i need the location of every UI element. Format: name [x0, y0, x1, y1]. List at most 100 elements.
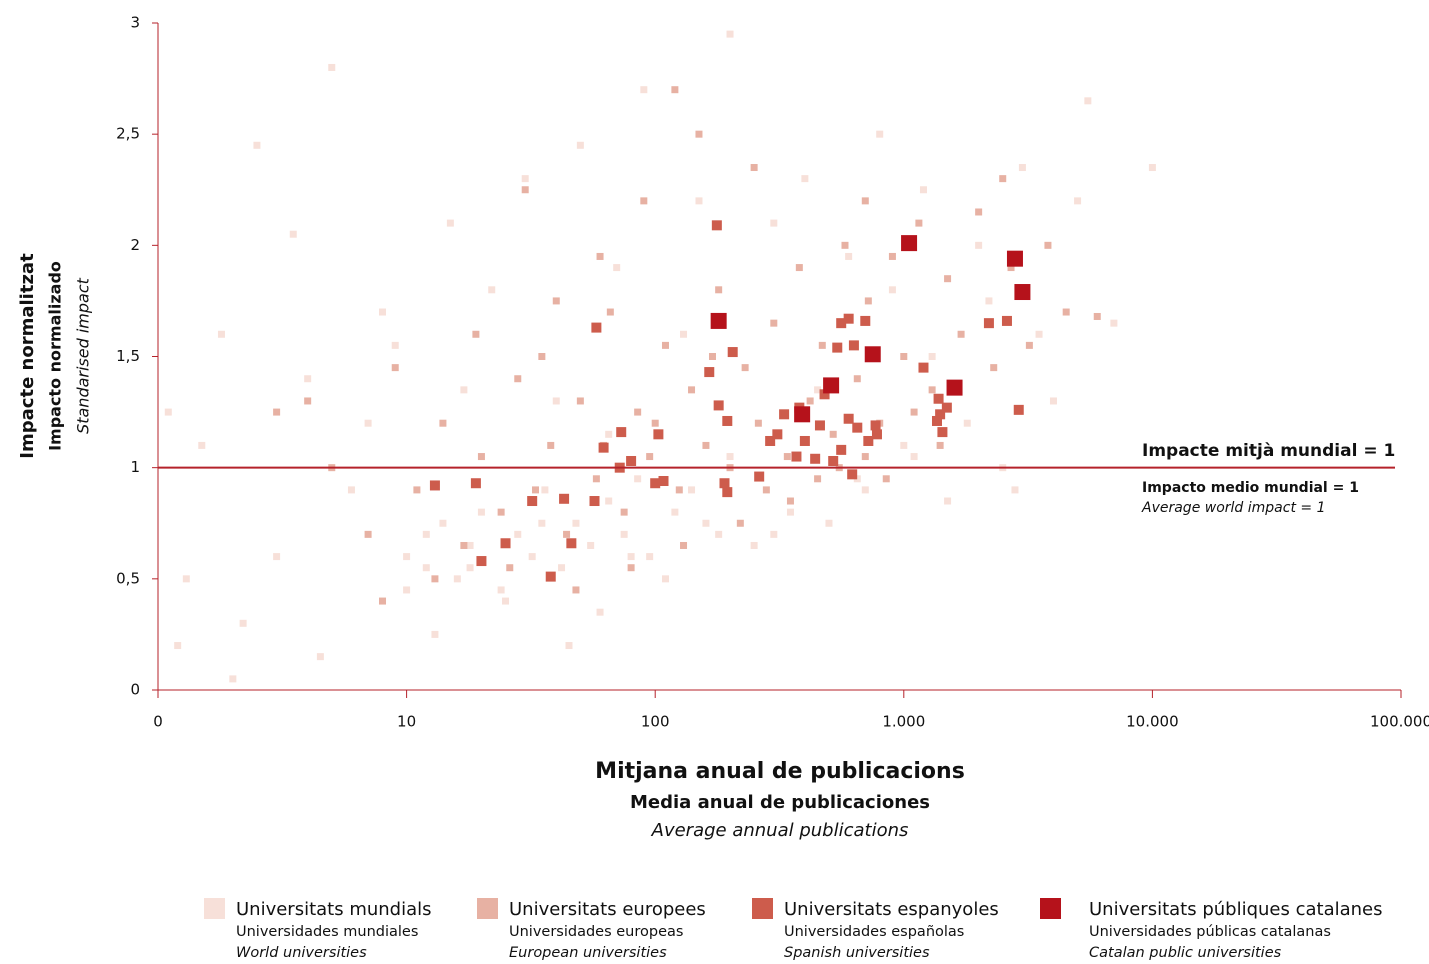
point	[845, 252, 853, 260]
point	[627, 564, 635, 572]
point	[848, 340, 859, 351]
point	[413, 486, 421, 494]
legend-label: Universitats espanyoles	[784, 899, 999, 920]
point	[391, 341, 399, 349]
legend-swatch	[477, 898, 498, 919]
point	[843, 313, 854, 324]
point	[328, 63, 336, 71]
y-tick-label: 1	[130, 458, 140, 476]
point	[754, 471, 765, 482]
y-tick-label: 3	[130, 14, 140, 32]
point	[576, 397, 584, 405]
point	[704, 367, 715, 378]
point	[975, 241, 983, 249]
point	[626, 455, 637, 466]
point	[364, 530, 372, 538]
point	[779, 409, 790, 420]
point	[552, 397, 560, 405]
point	[431, 630, 439, 638]
point	[910, 453, 918, 461]
point	[832, 342, 843, 353]
legend-sublabel: European universities	[509, 945, 667, 961]
legend-label: Universitats europees	[509, 899, 706, 920]
point	[587, 541, 595, 549]
point	[957, 330, 965, 338]
point	[810, 453, 821, 464]
point	[547, 441, 555, 449]
point	[688, 386, 696, 394]
point	[901, 235, 918, 252]
legend-sublabel: Universidades europeas	[509, 924, 683, 940]
point	[431, 575, 439, 583]
point	[229, 675, 237, 683]
legend-sublabel: World universities	[236, 945, 367, 961]
point	[1018, 164, 1026, 172]
reference-label: Average world impact = 1	[1141, 500, 1325, 516]
point	[476, 556, 487, 567]
point	[680, 541, 688, 549]
point	[613, 264, 621, 272]
point	[403, 553, 411, 561]
point	[888, 286, 896, 294]
point	[719, 478, 730, 489]
point	[726, 453, 734, 461]
point	[935, 409, 946, 420]
point	[825, 519, 833, 527]
point	[563, 530, 571, 538]
point	[1011, 486, 1019, 494]
point	[841, 241, 849, 249]
point	[754, 419, 762, 427]
point	[713, 400, 724, 411]
point	[695, 197, 703, 205]
point	[818, 341, 826, 349]
point	[616, 427, 627, 438]
point	[605, 430, 613, 438]
x-tick-label: 10.000	[1126, 713, 1179, 731]
x-axis-label: Average annual publications	[651, 820, 909, 841]
point	[915, 219, 923, 227]
point	[871, 429, 882, 440]
point	[1035, 330, 1043, 338]
point	[770, 319, 778, 327]
point	[828, 455, 839, 466]
point	[726, 30, 734, 38]
point	[1084, 97, 1092, 105]
point	[944, 497, 952, 505]
point	[253, 141, 261, 149]
point	[364, 419, 372, 427]
point	[710, 312, 727, 329]
legend-sublabel: Spanish universities	[784, 945, 930, 961]
point	[497, 586, 505, 594]
point	[983, 318, 994, 329]
point	[217, 330, 225, 338]
point	[1013, 404, 1024, 415]
x-axis-label: Media anual de publicaciones	[630, 792, 930, 813]
point	[864, 297, 872, 305]
point	[708, 353, 716, 360]
point	[928, 353, 936, 360]
point	[900, 441, 908, 449]
point	[174, 642, 182, 650]
point	[460, 541, 468, 549]
point	[853, 475, 861, 483]
point	[836, 444, 847, 455]
point	[1110, 319, 1118, 327]
point	[439, 419, 447, 427]
point	[541, 486, 549, 494]
point	[576, 141, 584, 149]
x-tick-label: 1.000	[882, 713, 925, 731]
point	[736, 519, 744, 527]
y-axis-label: Impacto normalizado	[46, 261, 65, 451]
point	[928, 386, 936, 394]
point	[863, 435, 874, 446]
point	[990, 364, 998, 372]
point	[488, 286, 496, 294]
point	[566, 538, 577, 549]
point	[634, 408, 642, 416]
point	[695, 130, 703, 138]
point	[403, 586, 411, 594]
point	[429, 480, 440, 491]
point	[453, 575, 461, 583]
point	[589, 496, 600, 507]
point	[422, 530, 430, 538]
